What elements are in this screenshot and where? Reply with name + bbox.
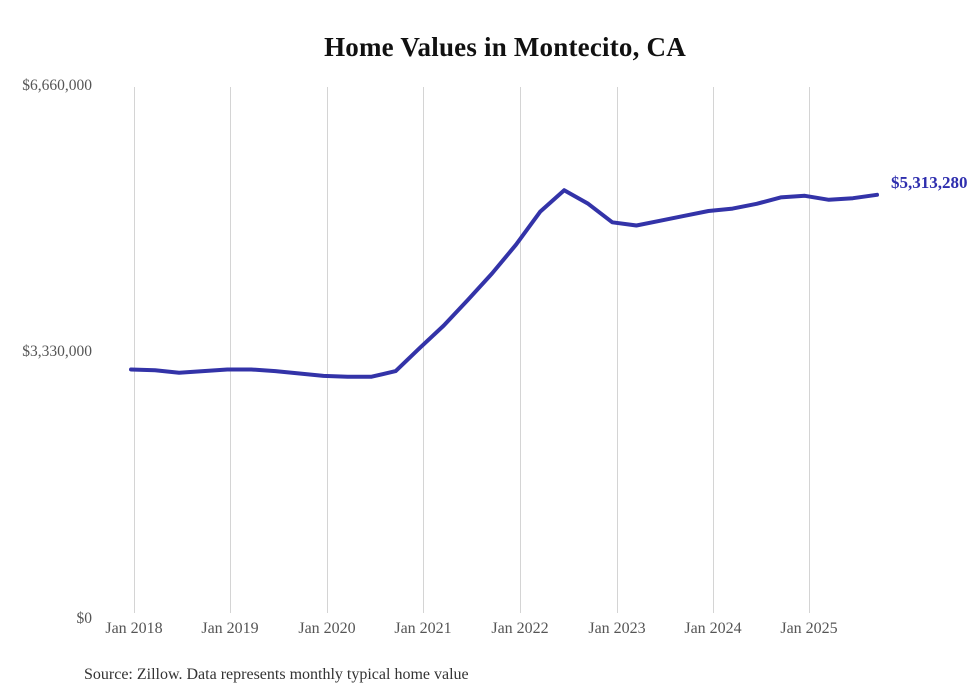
x-axis-label-jan-2025: Jan 2025: [780, 620, 838, 637]
x-axis-label-jan-2019: Jan 2019: [201, 620, 259, 637]
y-axis-label-top: $6,660,000: [22, 77, 92, 94]
y-axis-label-bottom: $0: [76, 610, 93, 627]
x-axis-label-jan-2020: Jan 2020: [298, 620, 356, 637]
gridline-jan-2023: [617, 87, 618, 613]
chart-title: Home Values in Montecito, CA: [324, 32, 686, 62]
y-axis-label-mid: $3,330,000: [22, 343, 92, 360]
x-axis-label-jan-2024: Jan 2024: [684, 620, 742, 637]
gridline-jan-2018: [134, 87, 135, 613]
gridline-jan-2020: [327, 87, 328, 613]
x-axis-label-jan-2023: Jan 2023: [588, 620, 646, 637]
gridline-jan-2021: [423, 87, 424, 613]
x-axis-label-jan-2018: Jan 2018: [105, 620, 163, 637]
end-value-label: $5,313,280: [891, 173, 968, 192]
source-note: Source: Zillow. Data represents monthly …: [84, 666, 469, 683]
gridline-jan-2025: [809, 87, 810, 613]
x-axis-label-jan-2022: Jan 2022: [491, 620, 549, 637]
x-axis-label-jan-2021: Jan 2021: [394, 620, 452, 637]
gridline-jan-2024: [713, 87, 714, 613]
gridline-jan-2019: [230, 87, 231, 613]
gridline-jan-2022: [520, 87, 521, 613]
